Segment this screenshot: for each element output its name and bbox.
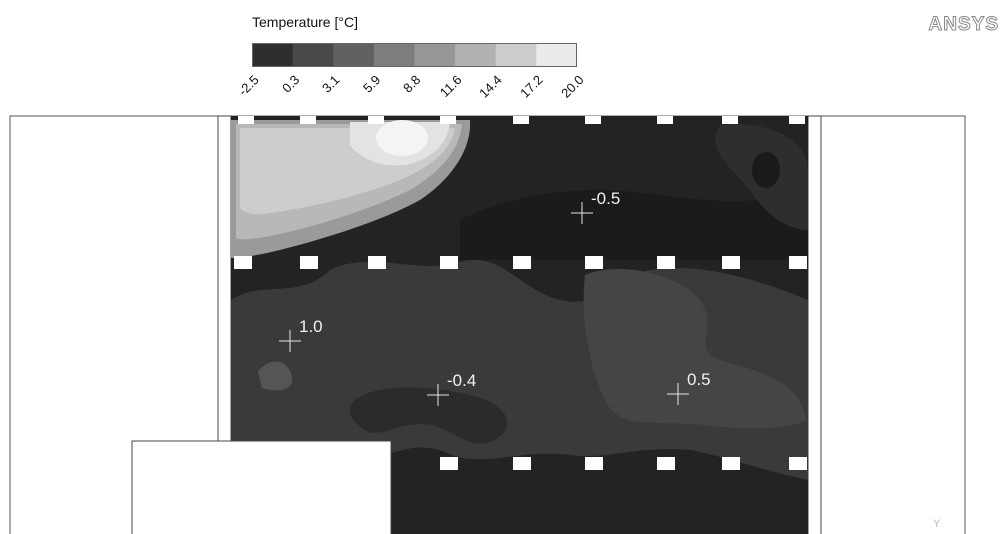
probe-value-label: -0.5 [591, 189, 620, 208]
inlet-opening [722, 256, 740, 269]
warm-plume-hotspot [376, 120, 428, 156]
obstruction-box [131, 440, 392, 534]
inlet-opening [368, 256, 386, 269]
colorbar-swatch [495, 43, 537, 67]
right-wall [807, 115, 822, 534]
contour-right-bulge [583, 269, 806, 429]
colorbar-swatch [373, 43, 416, 67]
colorbar-swatch [414, 43, 456, 67]
axis-triad-label: Y [933, 518, 941, 530]
inlet-opening [513, 256, 531, 269]
inlet-opening [300, 256, 318, 269]
probe-value-label: 1.0 [299, 317, 323, 336]
inlet-opening [789, 457, 807, 470]
inlet-opening [300, 116, 316, 124]
ansys-logo: ANSYS [928, 14, 999, 36]
inlet-opening [722, 457, 740, 470]
probe-value-label: 0.5 [687, 370, 711, 389]
inlet-opening [789, 116, 805, 124]
colorbar-swatch [252, 43, 294, 67]
colorbar [252, 43, 577, 67]
inlet-opening [513, 457, 531, 470]
inlet-opening [440, 457, 458, 470]
inlet-opening [657, 256, 675, 269]
inlet-opening [513, 116, 529, 124]
inlet-opening [440, 256, 458, 269]
inlet-opening [585, 116, 601, 124]
inlet-opening [585, 457, 603, 470]
inlet-opening [234, 256, 252, 269]
inlet-opening [789, 256, 807, 269]
legend-title: Temperature [°C] [252, 14, 358, 30]
probe-markers: -0.5 1.0 -0.4 0.5 [279, 189, 711, 406]
colorbar-swatch [292, 43, 334, 67]
colorbar-swatch [455, 43, 497, 67]
inlet-opening [657, 457, 675, 470]
inlet-opening [722, 116, 738, 124]
contour-small-warm-spot [258, 361, 293, 391]
inlet-openings [234, 116, 807, 470]
inlet-opening [368, 116, 384, 124]
inlet-opening [585, 256, 603, 269]
contour-right-eye [752, 152, 780, 188]
probe-value-label: -0.4 [447, 371, 476, 390]
colorbar-border [252, 43, 577, 67]
inlet-opening [238, 116, 254, 124]
contour-upper-dark-band [460, 190, 808, 260]
colorbar-swatch [536, 43, 577, 67]
colorbar-swatch [333, 43, 375, 67]
contour-left-cool-pocket [349, 387, 508, 444]
inlet-opening [657, 116, 673, 124]
inlet-opening [440, 116, 456, 124]
